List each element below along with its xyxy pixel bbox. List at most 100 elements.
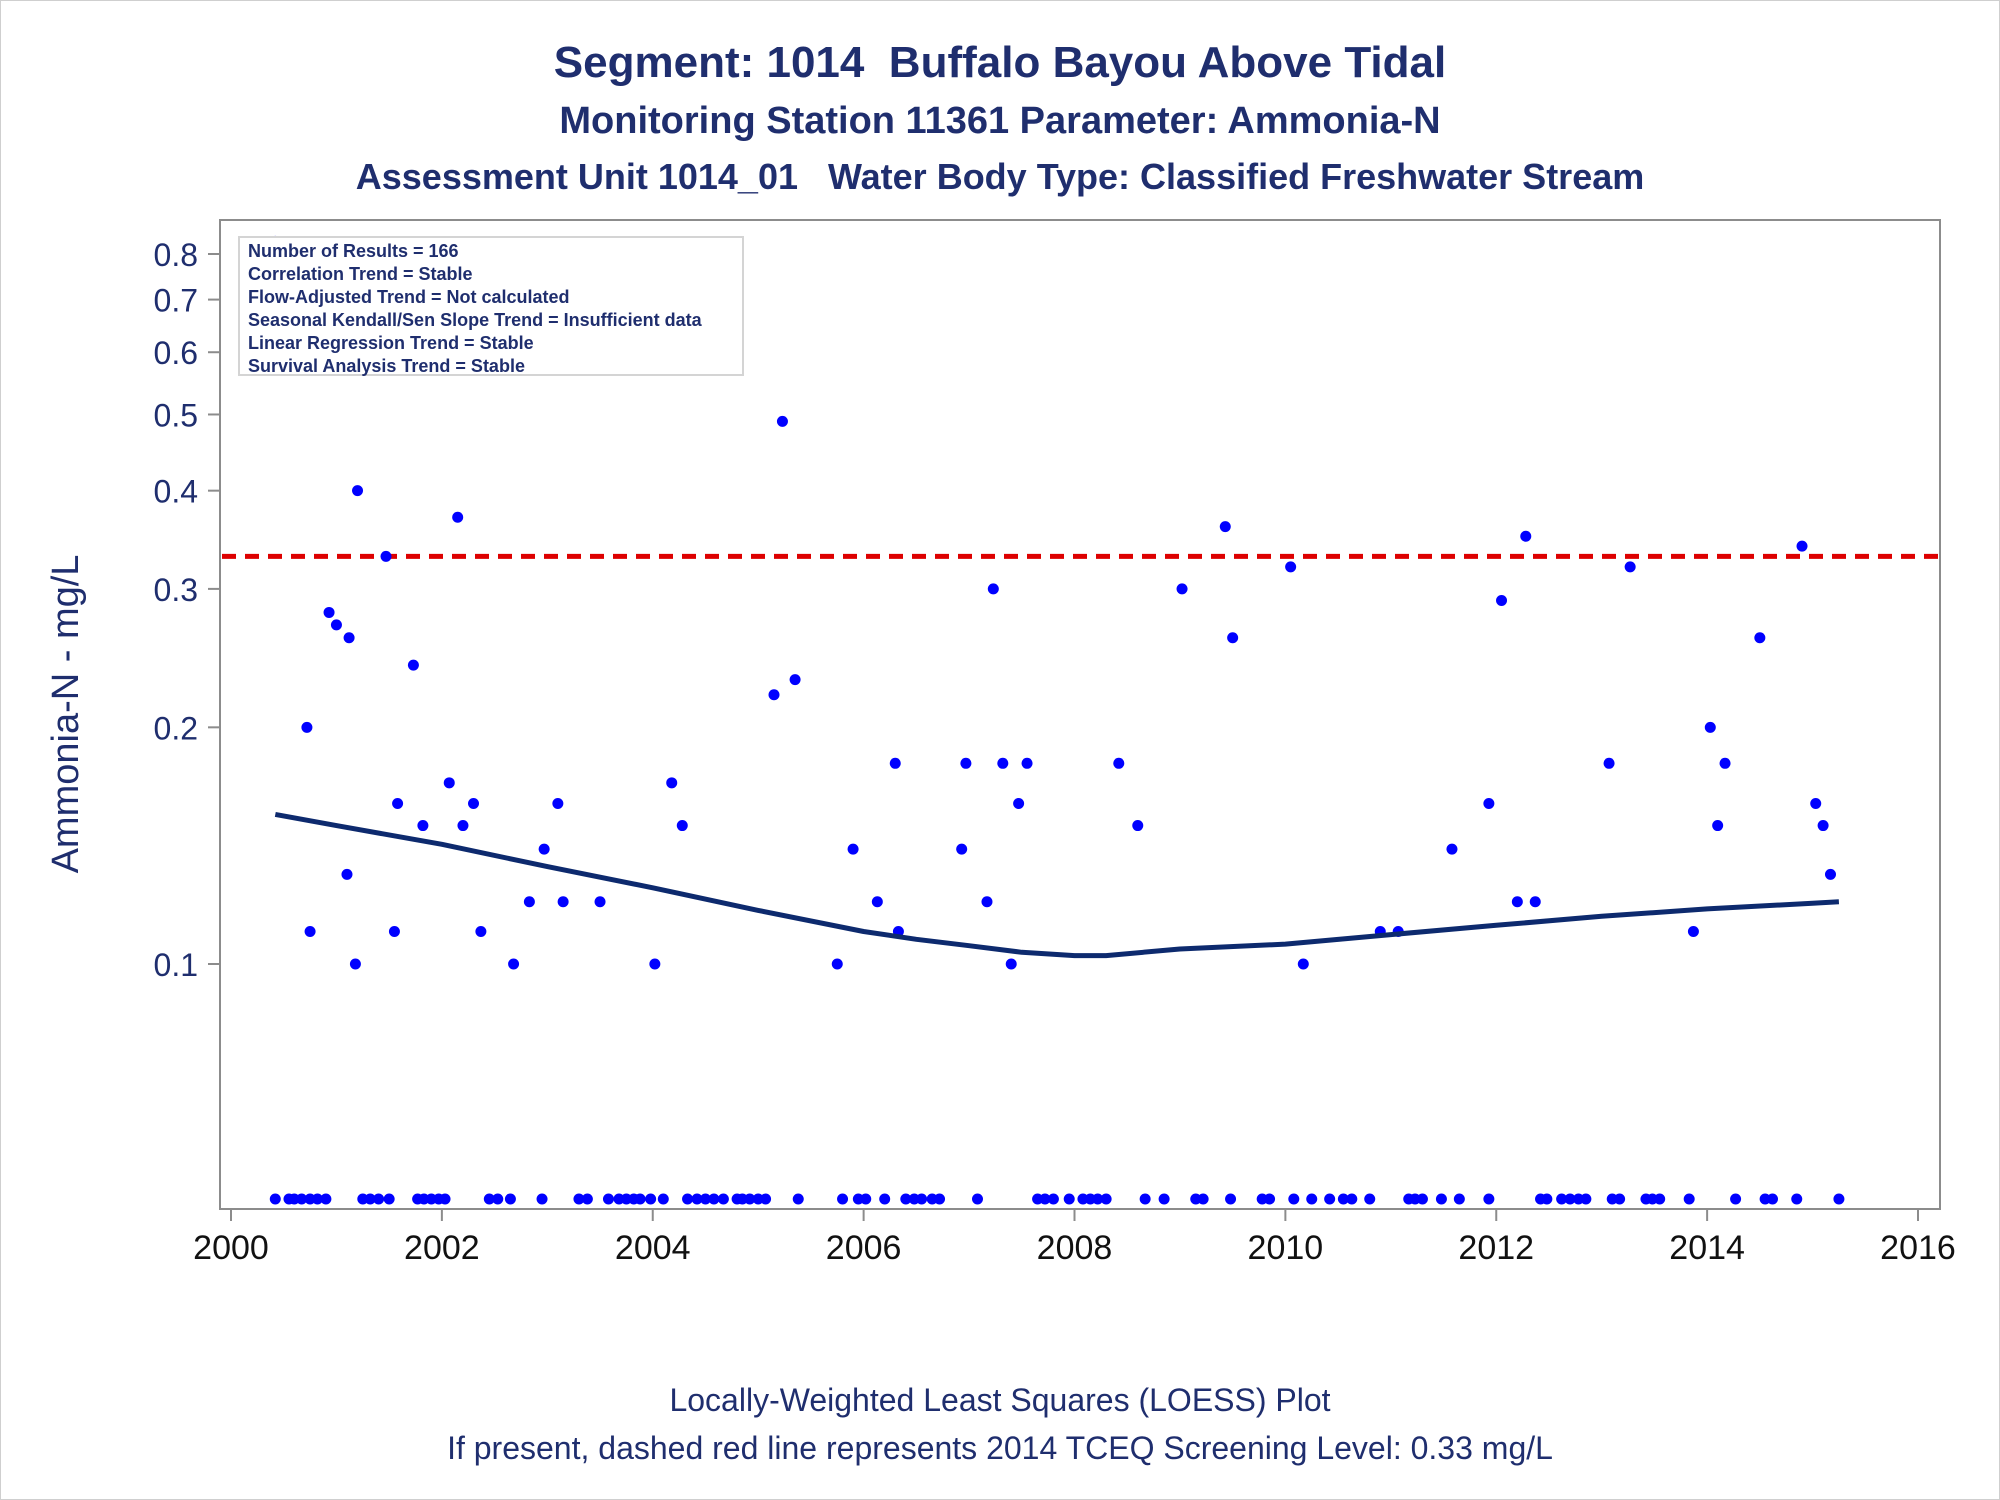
data-point-nondetect <box>602 1193 614 1205</box>
data-point <box>557 896 569 908</box>
data-point-nondetect <box>1039 1193 1051 1205</box>
data-point <box>1005 958 1017 970</box>
loess-curve <box>274 811 1840 959</box>
data-point-nondetect <box>744 1193 756 1205</box>
data-points <box>269 235 1845 1205</box>
x-tick-label: 2016 <box>1880 1229 1956 1267</box>
data-point-nondetect <box>934 1193 946 1205</box>
y-axis-label: Ammonia-N - mg/L <box>45 555 87 874</box>
data-point <box>1113 757 1125 769</box>
data-point <box>1176 583 1188 595</box>
data-point <box>343 632 355 644</box>
data-point <box>960 757 972 769</box>
data-point <box>407 659 419 671</box>
data-point-nondetect <box>1047 1193 1059 1205</box>
data-point-nondetect <box>708 1193 720 1205</box>
data-point <box>1496 594 1508 606</box>
y-tick-label: 0.8 <box>154 237 198 273</box>
data-point <box>1810 798 1822 810</box>
data-point-nondetect <box>1556 1193 1568 1205</box>
data-point <box>1285 561 1297 573</box>
trend-stats-box: Number of Results = 166 Correlation Tren… <box>238 236 744 376</box>
data-point-nondetect <box>1364 1193 1376 1205</box>
data-point <box>538 843 550 855</box>
data-point <box>392 798 404 810</box>
y-tick-label: 0.1 <box>154 947 198 983</box>
data-point <box>523 896 535 908</box>
data-point-nondetect <box>1683 1193 1695 1205</box>
data-point-nondetect <box>1139 1193 1151 1205</box>
data-point <box>468 798 480 810</box>
chart-subtitle-station: Monitoring Station 11361 Parameter: Ammo… <box>559 100 1441 142</box>
data-point <box>301 721 313 733</box>
data-point <box>341 868 353 880</box>
data-point <box>666 777 678 789</box>
data-point <box>443 777 455 789</box>
data-point-nondetect <box>311 1193 323 1205</box>
data-point <box>776 415 788 427</box>
data-point <box>1719 757 1731 769</box>
data-point <box>1824 868 1836 880</box>
data-point-nondetect <box>483 1193 495 1205</box>
data-point <box>330 619 342 631</box>
data-point-nondetect <box>364 1193 376 1205</box>
data-point <box>1603 757 1615 769</box>
data-point <box>871 896 883 908</box>
data-point-nondetect <box>581 1193 593 1205</box>
data-point <box>1511 896 1523 908</box>
data-point <box>323 606 335 618</box>
footer-screening-note: If present, dashed red line represents 2… <box>447 1430 1553 1466</box>
data-point-nondetect <box>1100 1193 1112 1205</box>
data-point <box>1132 820 1144 832</box>
x-tick-label: 2010 <box>1248 1229 1324 1267</box>
data-point-nondetect <box>792 1193 804 1205</box>
data-point-nondetect <box>760 1193 772 1205</box>
data-point <box>889 757 901 769</box>
data-point-nondetect <box>879 1193 891 1205</box>
data-point-nondetect <box>492 1193 504 1205</box>
data-point-nondetect <box>1730 1193 1742 1205</box>
data-point <box>649 958 661 970</box>
data-point <box>1446 843 1458 855</box>
data-point-nondetect <box>717 1193 729 1205</box>
data-point-nondetect <box>1541 1193 1553 1205</box>
stat-number-of-results: Number of Results = 166 <box>248 241 459 261</box>
data-point-nondetect <box>1580 1193 1592 1205</box>
data-point <box>997 757 1009 769</box>
data-point <box>388 925 400 937</box>
x-tick-label: 2008 <box>1037 1229 1113 1267</box>
data-point <box>304 925 316 937</box>
data-point-nondetect <box>645 1193 657 1205</box>
data-point-nondetect <box>1288 1193 1300 1205</box>
data-point <box>417 820 429 832</box>
x-tick-label: 2000 <box>193 1229 269 1267</box>
data-point-nondetect <box>1225 1193 1237 1205</box>
data-point <box>1754 632 1766 644</box>
y-tick-label: 0.6 <box>154 335 198 371</box>
data-point <box>1483 798 1495 810</box>
stat-linear-regression-trend: Linear Regression Trend = Stable <box>248 333 534 353</box>
y-tick-label: 0.2 <box>154 710 198 746</box>
x-tick-label: 2006 <box>826 1229 902 1267</box>
data-point <box>1796 540 1808 552</box>
data-point <box>1520 530 1532 542</box>
data-point-nondetect <box>837 1193 849 1205</box>
data-point-nondetect <box>373 1193 385 1205</box>
data-point <box>1529 896 1541 908</box>
data-point <box>452 511 464 523</box>
data-point-nondetect <box>536 1193 548 1205</box>
x-tick-label: 2012 <box>1458 1229 1534 1267</box>
data-point-nondetect <box>269 1193 281 1205</box>
chart-title: Segment: 1014 Buffalo Bayou Above Tidal <box>553 38 1447 87</box>
data-point <box>349 958 361 970</box>
data-point-nondetect <box>1346 1193 1358 1205</box>
data-point-nondetect <box>1453 1193 1465 1205</box>
data-point <box>457 820 469 832</box>
data-point <box>508 958 520 970</box>
data-point <box>1624 561 1636 573</box>
y-tick-label: 0.7 <box>154 283 198 319</box>
data-point-nondetect <box>916 1193 928 1205</box>
data-point-nondetect <box>1416 1193 1428 1205</box>
data-point-nondetect <box>439 1193 451 1205</box>
data-point-nondetect <box>1435 1193 1447 1205</box>
